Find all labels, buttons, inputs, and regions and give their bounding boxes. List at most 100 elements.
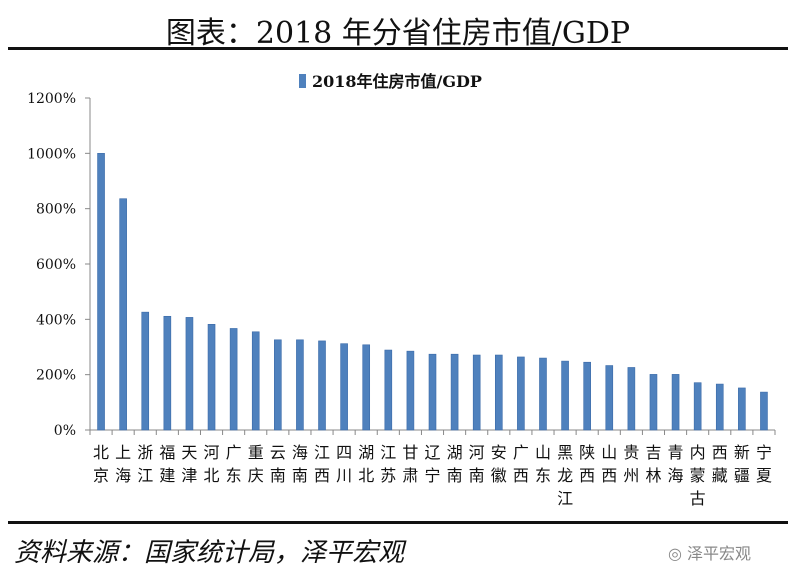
watermark: ◎ 泽平宏观 xyxy=(668,544,752,563)
x-tick-label: 青 xyxy=(668,443,684,462)
x-tick-label: 江 xyxy=(380,443,396,462)
x-tick-label: 甘 xyxy=(402,443,418,462)
x-tick-label: 黑 xyxy=(557,443,573,462)
x-tick-label: 京 xyxy=(93,466,109,485)
x-tick-label: 建 xyxy=(159,466,175,485)
bar-云南 xyxy=(274,339,282,431)
x-tick-label: 江 xyxy=(137,466,153,485)
bar-内蒙古 xyxy=(693,382,702,431)
x-tick-label: 南 xyxy=(447,466,463,485)
bar-青海 xyxy=(671,374,680,431)
x-tick-label: 北 xyxy=(93,443,109,462)
bar-天津 xyxy=(185,317,194,431)
bar-广东 xyxy=(229,328,238,431)
x-tick-label: 山 xyxy=(535,443,551,462)
x-tick-label: 南 xyxy=(292,466,308,485)
bar-山东 xyxy=(539,357,547,431)
bar-江西 xyxy=(318,340,326,431)
x-tick-label: 西 xyxy=(601,466,617,485)
x-tick-label: 贵 xyxy=(623,443,639,462)
bar-广西 xyxy=(517,356,525,431)
x-tick-label: 陕 xyxy=(579,443,595,462)
source-note: 资料来源：国家统计局，泽平宏观 xyxy=(14,538,405,568)
x-tick-label: 湖 xyxy=(358,443,374,462)
x-tick-label: 新 xyxy=(734,443,750,462)
x-tick-label: 河 xyxy=(204,443,220,462)
bar-宁夏 xyxy=(760,391,768,431)
bar-湖南 xyxy=(450,353,459,431)
x-tick-label: 重 xyxy=(248,443,264,462)
bar-山西 xyxy=(605,365,614,431)
bar-安徽 xyxy=(494,354,503,431)
y-tick-label: 200% xyxy=(36,368,76,384)
x-tick-label: 东 xyxy=(535,466,551,485)
x-tick-label: 龙 xyxy=(557,466,573,485)
x-tick-label: 苏 xyxy=(380,466,396,485)
x-tick-label: 辽 xyxy=(424,443,440,462)
x-tick-label: 蒙 xyxy=(690,466,706,485)
x-tick-label: 山 xyxy=(601,443,617,462)
bar-贵州 xyxy=(627,367,636,431)
x-tick-label: 北 xyxy=(358,466,374,485)
bar-北京 xyxy=(97,153,105,431)
x-tick-label: 广 xyxy=(226,443,242,462)
legend-label: 2018年住房市值/GDP xyxy=(312,72,482,91)
y-tick-label: 0% xyxy=(54,423,76,439)
bar-甘肃 xyxy=(406,350,415,431)
bar-上海 xyxy=(119,198,127,431)
x-tick-label: 林 xyxy=(645,466,661,485)
bar-吉林 xyxy=(649,374,658,431)
x-tick-label: 疆 xyxy=(734,466,750,485)
x-tick-label: 东 xyxy=(226,466,242,485)
x-tick-label: 福 xyxy=(159,443,175,462)
legend-swatch xyxy=(299,74,306,88)
bar-陕西 xyxy=(583,361,591,431)
x-tick-label: 上 xyxy=(115,443,131,462)
bar-辽宁 xyxy=(428,353,437,431)
bar-四川 xyxy=(340,343,348,431)
bar-江苏 xyxy=(384,349,393,431)
x-tick-label: 湖 xyxy=(447,443,463,462)
x-tick-label: 吉 xyxy=(645,443,661,462)
bar-西藏 xyxy=(715,383,724,431)
y-tick-label: 600% xyxy=(36,257,76,273)
x-tick-label: 宁 xyxy=(424,466,440,485)
x-tick-label: 西 xyxy=(712,443,728,462)
bar-重庆 xyxy=(251,331,260,431)
x-tick-label: 宁 xyxy=(756,443,772,462)
x-tick-label: 州 xyxy=(623,466,639,485)
y-tick-label: 1000% xyxy=(27,146,76,162)
x-tick-label: 肃 xyxy=(402,466,418,485)
x-tick-label: 西 xyxy=(513,466,529,485)
x-tick-label: 藏 xyxy=(712,466,728,485)
y-tick-label: 1200% xyxy=(27,91,76,107)
bottom-rule xyxy=(8,521,788,524)
x-tick-label: 海 xyxy=(292,443,308,462)
x-tick-label: 内 xyxy=(690,443,706,462)
y-tick-label: 400% xyxy=(36,312,76,328)
x-tick-label: 西 xyxy=(579,466,595,485)
x-tick-label: 安 xyxy=(491,443,507,462)
x-tick-label: 海 xyxy=(668,466,684,485)
bar-湖北 xyxy=(362,344,371,431)
x-tick-label: 天 xyxy=(181,443,197,462)
x-tick-label: 北 xyxy=(204,466,220,485)
x-tick-label: 川 xyxy=(336,466,352,485)
bar-新疆 xyxy=(738,387,746,431)
x-tick-label: 南 xyxy=(270,466,286,485)
x-tick-label: 津 xyxy=(181,466,197,485)
bar-河南 xyxy=(472,354,481,431)
bar-河北 xyxy=(207,324,216,431)
x-tick-label: 浙 xyxy=(137,443,153,462)
x-tick-label: 庆 xyxy=(248,466,264,485)
x-tick-label: 河 xyxy=(469,443,485,462)
watermark-text: 泽平宏观 xyxy=(687,544,752,563)
bar-福建 xyxy=(163,315,172,431)
bar-黑龙江 xyxy=(561,360,569,431)
figure-title: 图表：2018 年分省住房市值/GDP xyxy=(165,16,631,51)
x-tick-label: 海 xyxy=(115,466,131,485)
bar-浙江 xyxy=(141,311,150,431)
x-tick-label: 广 xyxy=(513,443,529,462)
